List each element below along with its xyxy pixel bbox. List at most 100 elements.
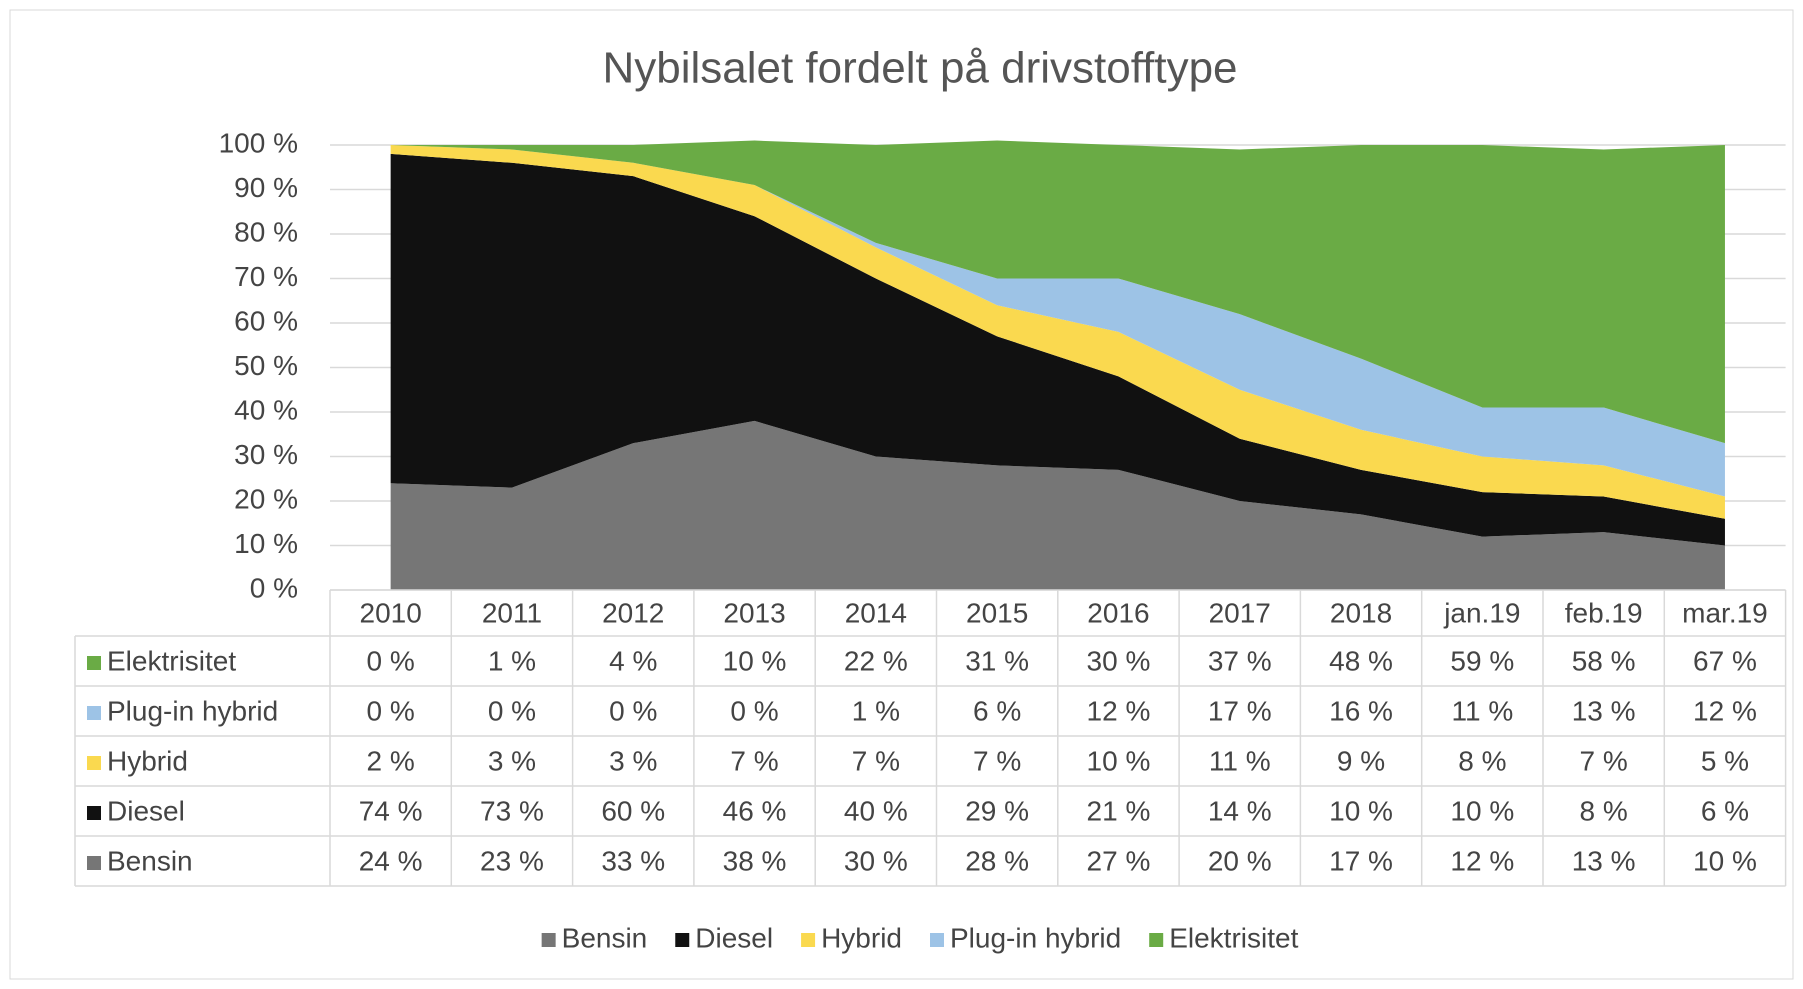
table-cell: 48 %: [1329, 645, 1393, 676]
y-tick-label: 0 %: [250, 572, 298, 603]
area: [390, 153, 1725, 546]
x-tick-label: 2015: [966, 597, 1028, 628]
table-cell: 7 %: [973, 745, 1021, 776]
table-cell: 17 %: [1329, 845, 1393, 876]
table-cell: 3 %: [609, 745, 657, 776]
table-cell: 28 %: [965, 845, 1029, 876]
table-cell: 13 %: [1572, 845, 1636, 876]
table-cell: 46 %: [723, 795, 787, 826]
table-cell: 7 %: [730, 745, 778, 776]
table-cell: 12 %: [1087, 695, 1151, 726]
area: [390, 145, 1725, 519]
table-row-label: Diesel: [107, 795, 185, 826]
legend-key: [801, 933, 816, 947]
x-tick-label: 2013: [723, 597, 785, 628]
y-tick-label: 60 %: [234, 305, 298, 336]
y-tick-label: 30 %: [234, 439, 298, 470]
table-cell: 3 %: [488, 745, 536, 776]
table-cell: 9 %: [1337, 745, 1385, 776]
table-cell: 59 %: [1450, 645, 1514, 676]
table-cell: 8 %: [1458, 745, 1506, 776]
x-tick-label: jan.19: [1443, 597, 1520, 628]
table-legend-key: [87, 756, 101, 770]
legend-label: Bensin: [562, 922, 648, 953]
x-tick-label: 2016: [1087, 597, 1149, 628]
table-cell: 14 %: [1208, 795, 1272, 826]
table-cell: 16 %: [1329, 695, 1393, 726]
legend-label: Plug-in hybrid: [950, 922, 1121, 953]
table-cell: 1 %: [488, 645, 536, 676]
table-cell: 60 %: [601, 795, 665, 826]
table-cell: 4 %: [609, 645, 657, 676]
table-cell: 2 %: [367, 745, 415, 776]
legend-key: [930, 933, 944, 947]
y-tick-label: 80 %: [234, 216, 298, 247]
table-cell: 5 %: [1701, 745, 1749, 776]
chart-title: Nybilsalet fordelt på drivstofftype: [602, 44, 1237, 93]
table-cell: 12 %: [1450, 845, 1514, 876]
area: [390, 145, 1725, 497]
table-cell: 10 %: [1450, 795, 1514, 826]
table-cell: 21 %: [1087, 795, 1151, 826]
table-cell: 0 %: [367, 645, 415, 676]
table-row-label: Plug-in hybrid: [107, 695, 278, 726]
table-cell: 6 %: [973, 695, 1021, 726]
table-cell: 1 %: [852, 695, 900, 726]
table-row-label: Elektrisitet: [107, 645, 236, 676]
table-cell: 13 %: [1572, 695, 1636, 726]
table-cell: 11 %: [1451, 695, 1513, 726]
y-tick-label: 100 %: [219, 127, 298, 158]
x-tick-label: 2018: [1330, 597, 1392, 628]
table-legend-key: [87, 706, 101, 720]
table-cell: 10 %: [723, 645, 787, 676]
table-cell: 40 %: [844, 795, 908, 826]
table-cell: 10 %: [1693, 845, 1757, 876]
table-row-label: Hybrid: [107, 745, 188, 776]
table-cell: 12 %: [1693, 695, 1757, 726]
x-tick-label: 2017: [1209, 597, 1271, 628]
table-cell: 58 %: [1572, 645, 1636, 676]
legend-key: [675, 933, 690, 947]
x-tick-label: 2014: [845, 597, 907, 628]
legend-key: [1149, 933, 1164, 947]
area: [390, 420, 1725, 590]
table-cell: 30 %: [844, 845, 908, 876]
table-cell: 74 %: [359, 795, 423, 826]
table-cell: 31 %: [965, 645, 1029, 676]
table-cell: 0 %: [609, 695, 657, 726]
table-cell: 7 %: [1580, 745, 1628, 776]
table-cell: 7 %: [852, 745, 900, 776]
x-tick-label: feb.19: [1565, 597, 1643, 628]
y-tick-label: 20 %: [234, 483, 298, 514]
table-cell: 11 %: [1209, 745, 1271, 776]
table-cell: 17 %: [1208, 695, 1272, 726]
table-cell: 0 %: [488, 695, 536, 726]
table-cell: 29 %: [965, 795, 1029, 826]
x-tick-label: 2011: [482, 597, 542, 628]
x-tick-label: 2012: [602, 597, 664, 628]
table-legend-key: [87, 856, 101, 870]
y-tick-label: 90 %: [234, 172, 298, 203]
table-cell: 10 %: [1329, 795, 1393, 826]
x-tick-label: 2010: [360, 597, 422, 628]
x-tick-label: mar.19: [1682, 597, 1768, 628]
legend-label: Elektrisitet: [1169, 922, 1298, 953]
y-tick-label: 70 %: [234, 261, 298, 292]
table-cell: 67 %: [1693, 645, 1757, 676]
table-cell: 20 %: [1208, 845, 1272, 876]
table-legend-key: [87, 806, 101, 820]
table-cell: 0 %: [367, 695, 415, 726]
table-cell: 10 %: [1087, 745, 1151, 776]
table-cell: 22 %: [844, 645, 908, 676]
table-cell: 6 %: [1701, 795, 1749, 826]
table-row-label: Bensin: [107, 845, 193, 876]
table-legend-key: [87, 656, 101, 670]
table-cell: 30 %: [1087, 645, 1151, 676]
y-tick-label: 40 %: [234, 394, 298, 425]
table-cell: 23 %: [480, 845, 544, 876]
y-tick-label: 10 %: [234, 528, 298, 559]
table-cell: 38 %: [723, 845, 787, 876]
table-cell: 33 %: [601, 845, 665, 876]
table-cell: 37 %: [1208, 645, 1272, 676]
